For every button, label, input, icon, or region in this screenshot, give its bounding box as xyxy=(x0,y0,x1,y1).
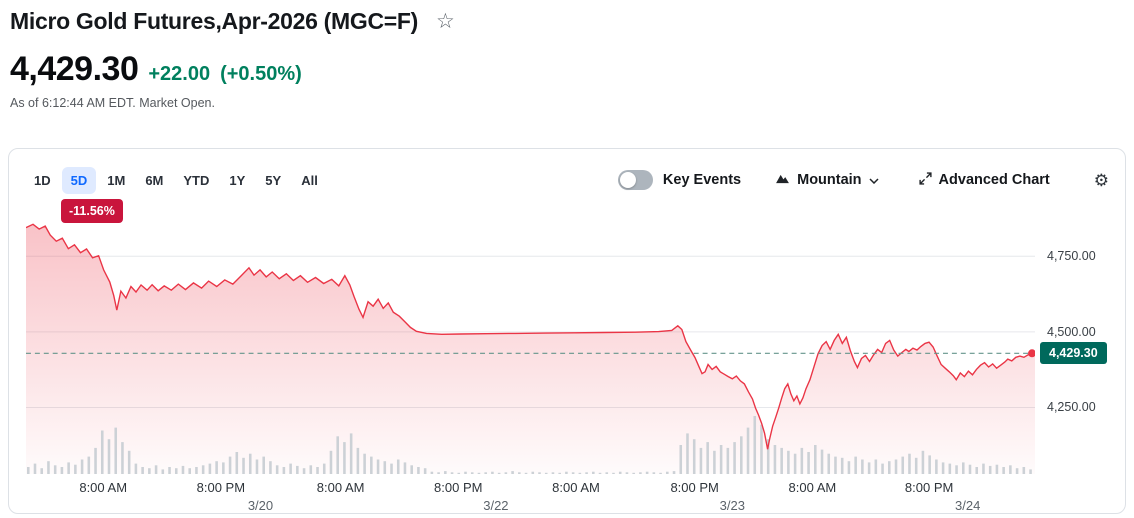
x-axis-label: 8:00 AM xyxy=(316,480,365,495)
range-tab-1m[interactable]: 1M xyxy=(98,167,134,194)
range-tabs: 1D 5D 1M 6M YTD 1Y 5Y All xyxy=(25,166,327,194)
mountain-icon xyxy=(775,172,790,188)
chart-card: 1D 5D 1M 6M YTD 1Y 5Y All Key Events Mountain A… xyxy=(8,148,1126,514)
expand-icon xyxy=(918,171,932,189)
price-area xyxy=(26,224,1035,474)
range-tab-1d[interactable]: 1D xyxy=(25,167,60,194)
toggle-knob xyxy=(619,172,636,188)
key-events-toggle[interactable] xyxy=(617,170,653,190)
y-axis-label: 4,500.00 xyxy=(1047,324,1096,339)
x-axis-label: 8:00 PM xyxy=(670,480,719,495)
chevron-down-icon xyxy=(869,172,879,188)
advanced-chart-label: Advanced Chart xyxy=(938,172,1050,188)
as-of-text: As of 6:12:44 AM EDT. Market Open. xyxy=(10,96,215,110)
key-events-label: Key Events xyxy=(662,172,742,188)
current-price-badge: 4,429.30 xyxy=(1040,342,1107,365)
x-axis-date: 3/22 xyxy=(483,498,509,513)
y-axis-label: 4,750.00 xyxy=(1047,249,1096,264)
y-axis: 4,750.00 4,500.00 4,250.00 4,429.30 xyxy=(1035,217,1125,474)
chart-type-label: Mountain xyxy=(797,172,862,188)
price-change-percent: (+0.50%) xyxy=(220,63,302,85)
range-tab-5d[interactable]: 5D xyxy=(61,166,97,194)
x-axis-label: 8:00 PM xyxy=(434,480,483,495)
price-chart-svg xyxy=(26,223,1035,474)
price-change: +22.00 xyxy=(148,63,211,85)
x-axis-label: 8:00 AM xyxy=(788,480,837,495)
settings-gear-icon[interactable]: ⚙ xyxy=(1093,170,1109,190)
x-axis-label: 8:00 PM xyxy=(196,480,246,495)
range-tab-1y[interactable]: 1Y xyxy=(220,167,254,194)
x-axis-label: 8:00 AM xyxy=(552,480,600,495)
range-tab-6m[interactable]: 6M xyxy=(136,167,172,194)
y-axis-label: 4,250.00 xyxy=(1047,400,1096,415)
range-tab-all[interactable]: All xyxy=(292,167,327,194)
current-price-dot xyxy=(1028,349,1035,358)
x-axis-labels: 8:00 AM 8:00 PM 8:00 AM 8:00 PM 8:00 AM 8:00 … xyxy=(26,480,1035,496)
advanced-chart-button[interactable]: Advanced Chart xyxy=(918,171,1050,189)
star-icon[interactable]: ☆ xyxy=(436,10,455,33)
range-tab-5y[interactable]: 5Y xyxy=(256,167,290,194)
x-axis-date: 3/24 xyxy=(955,498,981,513)
x-axis-label: 8:00 PM xyxy=(904,480,954,495)
quote-header: Micro Gold Futures,Apr-2026 (MGC=F) ☆ 4,… xyxy=(10,8,455,110)
chart-area[interactable] xyxy=(26,217,1035,474)
x-axis-date: 3/23 xyxy=(719,498,745,513)
x-axis-date: 3/20 xyxy=(247,498,274,513)
volume-bars xyxy=(26,416,1032,474)
price-line xyxy=(26,223,1035,450)
current-price: 4,429.30 xyxy=(10,50,139,88)
chart-toolbar: 1D 5D 1M 6M YTD 1Y 5Y All Key Events Mountain A… xyxy=(25,166,1109,194)
chart-type-dropdown[interactable]: Mountain xyxy=(775,172,879,188)
x-axis-label: 8:00 AM xyxy=(79,480,128,495)
range-tab-ytd[interactable]: YTD xyxy=(174,167,218,194)
toolbar-right: Key Events Mountain Advanced Chart ⚙ xyxy=(617,170,1109,190)
range-change-badge: -11.56% xyxy=(61,199,123,223)
x-axis-dates: 3/20 3/22 3/23 3/24 xyxy=(26,498,1035,514)
page-title: Micro Gold Futures,Apr-2026 (MGC=F) xyxy=(10,8,419,34)
